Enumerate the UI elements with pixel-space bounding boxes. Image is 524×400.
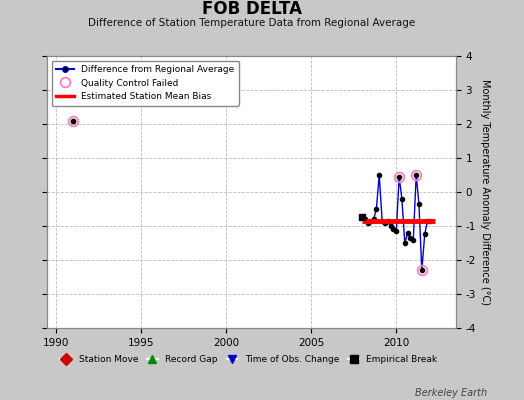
Y-axis label: Monthly Temperature Anomaly Difference (°C): Monthly Temperature Anomaly Difference (… [480, 79, 490, 305]
Text: Difference of Station Temperature Data from Regional Average: Difference of Station Temperature Data f… [88, 18, 415, 28]
Legend: Station Move, Record Gap, Time of Obs. Change, Empirical Break: Station Move, Record Gap, Time of Obs. C… [57, 352, 441, 368]
Legend: Difference from Regional Average, Quality Control Failed, Estimated Station Mean: Difference from Regional Average, Qualit… [52, 60, 239, 106]
Text: Berkeley Earth: Berkeley Earth [415, 388, 487, 398]
Text: FOB DELTA: FOB DELTA [202, 0, 301, 18]
